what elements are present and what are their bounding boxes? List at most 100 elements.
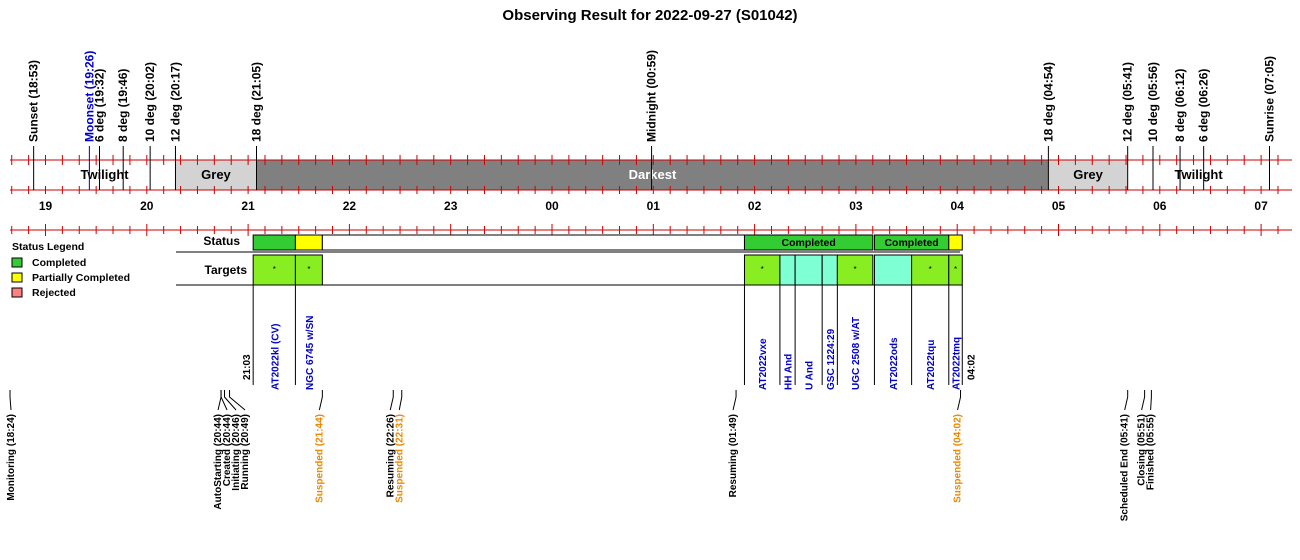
- sun-marker-label-9: 12 deg (05:41): [1121, 62, 1135, 142]
- hour-label-00: 00: [545, 199, 559, 213]
- status-block-label-3: Completed: [782, 237, 836, 249]
- target-block-0: [252, 254, 296, 286]
- targets-row-label: Targets: [205, 263, 248, 277]
- event-label-11: Closing (05:51): [1137, 414, 1148, 486]
- time-axis: 19 20 21 22 23 00 01 02 03 04 05 06 07: [10, 155, 1292, 236]
- target-label-6: UGC 2508 w/AT: [851, 317, 862, 390]
- status-target-rows: Status Targets Completed Completed: [176, 234, 963, 286]
- events: Monitoring (18:24) AutoStarting (20:44)Cr…: [6, 390, 1157, 521]
- sun-marker-label-6: 18 deg (21:05): [250, 62, 264, 142]
- target-block-3: [779, 254, 796, 286]
- target-mark-9: *: [954, 265, 957, 274]
- event-pointer-5: [318, 390, 323, 411]
- sun-markers: Sunset (18:53) Moonset (19:26)6 deg (19:3…: [27, 50, 1277, 190]
- band-0: [33, 160, 176, 190]
- target-mark-2: *: [761, 265, 764, 274]
- target-mark-8: *: [929, 265, 932, 274]
- event-label-10: Scheduled End (05:41): [1120, 414, 1131, 521]
- hour-label-02: 02: [748, 199, 762, 213]
- target-label-3: HH And: [784, 354, 795, 390]
- event-pointer-4: [229, 390, 246, 411]
- sun-marker-label-1: Moonset (19:26): [82, 51, 96, 142]
- band-2: [256, 160, 1049, 190]
- event-label-4: Running (20:49): [240, 414, 251, 490]
- window-end-label: 04:02: [966, 354, 977, 380]
- target-label-5: GSC 1224:29: [826, 328, 837, 390]
- event-label-2: Created (20:44): [222, 414, 233, 486]
- sun-marker-label-13: Sunrise (07:05): [1263, 56, 1277, 142]
- event-label-3: Initiating (20:46): [231, 414, 242, 491]
- sun-marker-label-12: 6 deg (06:26): [1197, 69, 1211, 142]
- event-pointer-12: [1150, 390, 1152, 411]
- band-label-3: Grey: [1073, 167, 1103, 182]
- hour-label-20: 20: [140, 199, 154, 213]
- event-label-5: Suspended (21:44): [314, 414, 325, 503]
- band-label-0: Twilight: [80, 167, 129, 182]
- target-mark-0: *: [273, 265, 276, 274]
- event-pointer-7: [398, 390, 403, 411]
- target-block-6: [836, 254, 874, 286]
- target-label-2: AT2022vxe: [758, 338, 769, 390]
- target-block-7: [873, 254, 913, 286]
- sky-bands: Twilight Grey Darkest Grey Twilight: [10, 159, 1292, 191]
- target-block-1: [294, 254, 323, 286]
- event-pointer-8: [732, 390, 737, 411]
- legend-label-0: Completed: [32, 257, 86, 269]
- sun-marker-label-0: Sunset (18:53): [27, 60, 41, 142]
- target-label-1: NGC 6745 w/SN: [305, 316, 316, 390]
- hour-label-19: 19: [39, 199, 53, 213]
- target-label-0: AT2022kl (CV): [270, 323, 281, 390]
- event-label-1: AutoStarting (20:44): [213, 414, 224, 510]
- legend-label-1: Partially Completed: [32, 272, 130, 284]
- target-mark-6: *: [854, 265, 857, 274]
- event-pointer-9: [957, 390, 962, 411]
- status-legend: Status Legend Completed Partially Complete…: [11, 241, 130, 299]
- sun-marker-label-11: 8 deg (06:12): [1173, 69, 1187, 142]
- target-label-4: U And: [805, 361, 816, 390]
- target-label-7: AT2022ods: [889, 337, 900, 390]
- event-label-6: Resuming (22:26): [385, 414, 396, 497]
- status-block-label-4: Completed: [884, 237, 938, 249]
- status-block-0: [252, 234, 296, 251]
- legend-swatch-1: [11, 272, 23, 283]
- event-label-9: Suspended (04:02): [953, 414, 964, 503]
- target-block-8: [911, 254, 950, 286]
- sun-marker-label-4: 10 deg (20:02): [143, 62, 157, 142]
- band-label-1: Grey: [201, 167, 231, 182]
- sun-marker-label-10: 10 deg (05:56): [1146, 62, 1160, 142]
- sun-marker-label-8: 18 deg (04:54): [1041, 62, 1055, 142]
- chart-title: Observing Result for 2022-09-27 (S01042): [502, 7, 797, 24]
- band-1: [175, 160, 257, 190]
- status-row-label: Status: [203, 234, 240, 248]
- event-pointer-10: [1124, 390, 1129, 411]
- target-block-9: [948, 254, 963, 286]
- hour-label-03: 03: [849, 199, 863, 213]
- legend-swatch-2: [11, 287, 23, 298]
- legend-label-2: Rejected: [32, 287, 76, 299]
- event-pointer-6: [389, 390, 394, 411]
- target-label-8: AT2022tqu: [926, 340, 937, 390]
- event-label-7: Suspended (22:31): [394, 414, 405, 503]
- window-start-label: 21:03: [242, 354, 253, 380]
- target-mark-1: *: [307, 265, 310, 274]
- band-label-4: Twilight: [1175, 167, 1224, 182]
- band-4: [1127, 160, 1270, 190]
- status-block-2: [321, 234, 745, 251]
- targets: * AT2022kl (CV) * NGC 6745 w/SN * AT2022vxe HH…: [242, 254, 977, 390]
- event-pointer-0: [9, 390, 12, 411]
- event-label-12: Finished (05:55): [1146, 414, 1157, 490]
- hour-label-22: 22: [343, 199, 357, 213]
- event-label-8: Resuming (01:49): [728, 414, 739, 497]
- target-block-4: [794, 254, 823, 286]
- hour-label-21: 21: [241, 199, 255, 213]
- legend-swatch-0: [11, 257, 23, 268]
- target-label-9: AT2022tmq: [952, 337, 963, 390]
- hour-label-06: 06: [1153, 199, 1167, 213]
- event-pointer-2: [220, 390, 228, 411]
- status-block-1: [294, 234, 323, 251]
- event-pointer-11: [1141, 390, 1146, 411]
- status-block-3: [743, 234, 874, 251]
- event-pointer-3: [223, 390, 237, 411]
- band-label-2: Darkest: [629, 167, 677, 182]
